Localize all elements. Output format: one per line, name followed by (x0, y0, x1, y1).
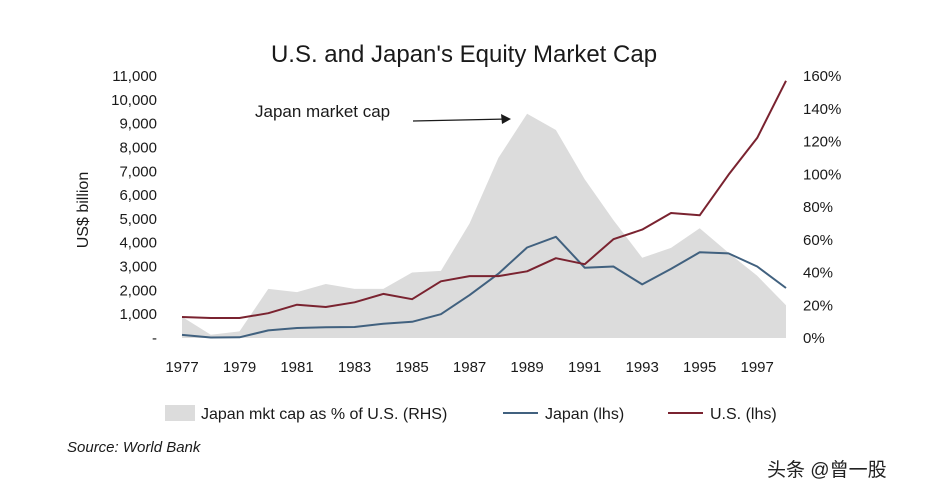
right-tick-label: 0% (803, 330, 825, 347)
x-axis-ticks: 1977 1979 1981 1983 1985 1987 1989 1991 1993 1995… (165, 359, 774, 376)
left-tick-label: 4,000 (119, 235, 157, 252)
x-tick-label: 1993 (626, 359, 659, 376)
left-tick-label: 10,000 (111, 92, 157, 109)
source-note: Source: World Bank (67, 439, 202, 456)
chart-title: U.S. and Japan's Equity Market Cap (271, 41, 657, 68)
right-tick-label: 140% (803, 101, 841, 118)
right-tick-label: 100% (803, 166, 841, 183)
legend-label-us: U.S. (lhs) (710, 406, 777, 423)
right-tick-label: 80% (803, 199, 833, 216)
left-tick-label: 11,000 (112, 68, 157, 85)
x-tick-label: 1981 (280, 359, 313, 376)
left-axis-ticks: - 1,000 2,000 3,000 4,000 5,000 6,000 7,000 8,00… (111, 68, 157, 347)
left-tick-label: 2,000 (119, 282, 157, 299)
left-tick-label: 8,000 (119, 140, 157, 157)
x-tick-label: 1995 (683, 359, 716, 376)
right-tick-label: 60% (803, 232, 833, 249)
area-series-japan-pct (182, 113, 786, 338)
y-axis-label: US$ billion (75, 172, 92, 248)
left-tick-label: 7,000 (119, 163, 157, 180)
x-tick-label: 1983 (338, 359, 371, 376)
x-tick-label: 1991 (568, 359, 601, 376)
right-tick-label: 40% (803, 265, 833, 282)
annotation: Japan market cap (255, 102, 511, 124)
right-tick-label: 120% (803, 134, 841, 151)
legend-swatch-area (165, 405, 195, 421)
annotation-label: Japan market cap (255, 102, 390, 121)
left-tick-label: 9,000 (119, 116, 157, 133)
left-tick-label: 1,000 (119, 306, 157, 323)
right-tick-label: 160% (803, 68, 841, 85)
annotation-arrowhead (501, 114, 511, 124)
x-tick-label: 1977 (165, 359, 198, 376)
right-axis-ticks: 0% 20% 40% 60% 80% 100% 120% 140% 160% (803, 68, 841, 347)
x-tick-label: 1979 (223, 359, 256, 376)
line-series-us (181, 80, 787, 319)
x-tick-label: 1997 (741, 359, 774, 376)
legend-label-japan: Japan (lhs) (545, 406, 624, 423)
x-tick-label: 1985 (395, 359, 428, 376)
x-tick-label: 1989 (510, 359, 543, 376)
left-tick-label: 5,000 (119, 211, 157, 228)
legend: Japan mkt cap as % of U.S. (RHS) Japan (… (165, 405, 777, 423)
line-layer (181, 80, 787, 339)
left-tick-label: - (152, 330, 157, 347)
left-tick-label: 3,000 (119, 259, 157, 276)
x-tick-label: 1987 (453, 359, 486, 376)
right-tick-label: 20% (803, 297, 833, 314)
left-tick-label: 6,000 (119, 187, 157, 204)
line-series-japan (181, 235, 787, 339)
legend-label-area: Japan mkt cap as % of U.S. (RHS) (201, 406, 447, 423)
area-layer (182, 113, 786, 338)
watermark: 头条 @曾一股 (767, 459, 887, 481)
annotation-arrow (412, 118, 509, 122)
